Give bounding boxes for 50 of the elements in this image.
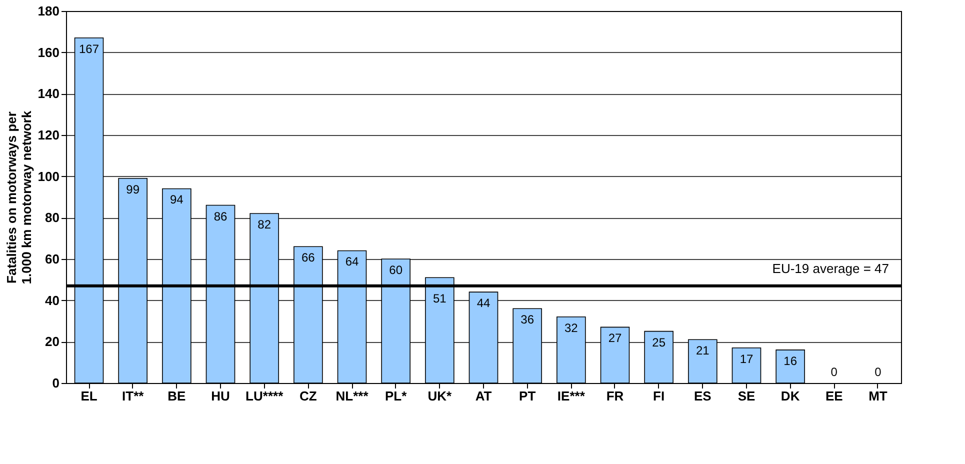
data-label: 27 [608,331,622,346]
x-tick-label: HU [211,388,230,404]
y-tick-label: 40 [45,292,60,308]
x-tick-label: EE [825,388,844,404]
y-tick-label: 20 [45,334,60,350]
y-tick-label: 180 [38,4,60,18]
y-tick-label: 160 [38,44,60,60]
x-tick-label: CZ [300,388,317,404]
x-tick-label: UK* [428,388,453,404]
x-tick-label: NL*** [336,388,370,404]
x-tick-label: MT [868,388,888,404]
data-label: 94 [170,192,184,207]
x-tick-label: EL [80,388,98,404]
x-tick-label: SE [738,388,756,404]
data-label: 167 [78,42,100,56]
x-tick-label: BE [168,388,186,404]
data-label: 25 [652,335,666,350]
y-tick-label: 60 [45,252,60,266]
data-label: 0 [874,365,882,379]
y-tick-label: 0 [52,376,60,390]
y-axis-title: Fatalities on motorways per 1.000 km motorway network [4,110,34,284]
x-tick-label: AT [475,388,492,404]
x-tick-label: FI [653,388,665,404]
y-tick-label: 140 [38,86,60,102]
data-label: 0 [830,365,838,379]
data-label: 66 [301,250,316,265]
y-tick-label: 80 [45,210,60,226]
x-tick-label: ES [694,388,712,404]
data-label: 17 [740,352,754,366]
ref-line-label: EU-19 average = 47 [772,260,889,276]
x-tick-label: LU**** [246,388,284,404]
data-label: 99 [126,182,140,196]
data-label: 21 [696,344,710,358]
data-label: 82 [258,218,272,232]
data-label: 44 [476,296,490,310]
data-label: 60 [389,263,403,277]
y-tick-label: 100 [38,168,60,184]
data-label: 32 [564,320,578,335]
x-tick-label: PT [519,388,536,404]
data-label: 86 [214,209,228,224]
data-label: 36 [520,312,534,327]
data-label: 16 [784,354,798,368]
x-tick-label: IT** [122,388,145,404]
x-tick-label: PL* [385,388,408,404]
data-label: 64 [345,254,359,269]
x-tick-label: DK [780,388,800,404]
y-tick-label: 120 [38,128,60,142]
x-tick-label: FR [606,388,624,404]
data-label: 51 [432,292,447,306]
x-tick-label: IE*** [557,388,586,404]
